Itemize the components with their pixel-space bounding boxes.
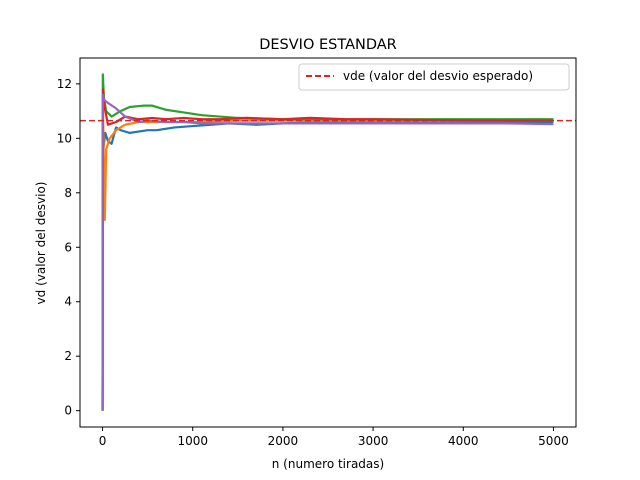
series-line-1: [101, 120, 554, 411]
x-ticks: 0 1000 2000 3000 4000 5000: [99, 427, 569, 448]
y-tick-label: 12: [57, 77, 72, 91]
x-tick-label: 5000: [538, 434, 569, 448]
legend-label-vde: vde (valor del desvio esperado): [343, 69, 533, 83]
x-axis-label: n (numero tiradas): [272, 457, 384, 471]
y-tick-label: 10: [57, 131, 72, 145]
x-tick-label: 3000: [358, 434, 389, 448]
plot-frame: [79, 57, 577, 428]
series-layer: [101, 73, 554, 411]
y-tick-label: 6: [64, 240, 72, 254]
x-tick-label: 4000: [448, 434, 479, 448]
y-tick-label: 4: [64, 295, 72, 309]
series-line-4: [101, 88, 554, 411]
chart-title: DESVIO ESTANDAR: [259, 37, 397, 53]
y-tick-label: 2: [64, 349, 72, 363]
legend: vde (valor del desvio esperado): [298, 63, 570, 91]
y-axis-label: vd (valor del desvio): [34, 182, 48, 305]
y-ticks: 0 2 4 6 8 10 12: [57, 77, 80, 418]
series-line-5: [101, 93, 554, 411]
legend-box: [298, 63, 570, 91]
x-tick-label: 1000: [177, 434, 208, 448]
x-tick-label: 2000: [268, 434, 299, 448]
x-tick-label: 0: [99, 434, 107, 448]
y-tick-label: 0: [64, 404, 72, 418]
y-tick-label: 8: [64, 186, 72, 200]
